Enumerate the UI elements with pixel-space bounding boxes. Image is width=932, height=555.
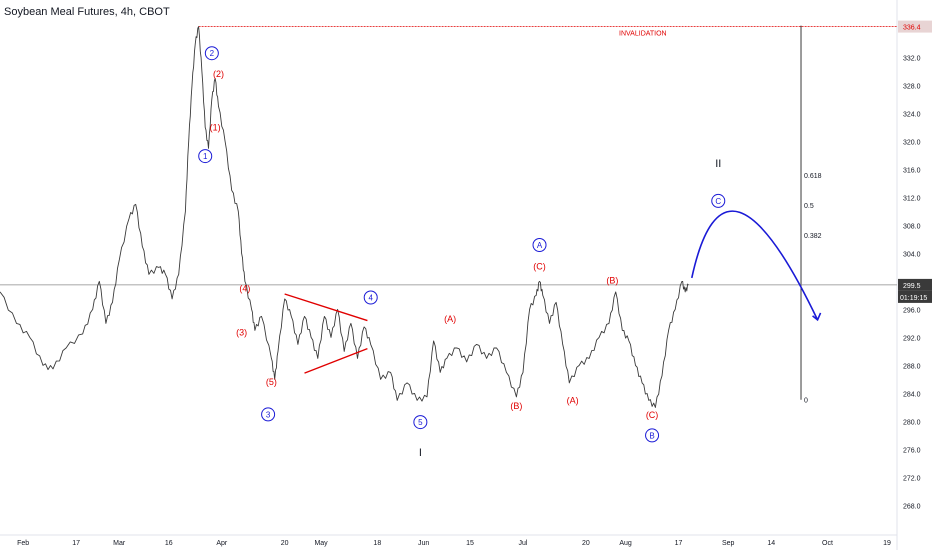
wave-label: C [715,197,721,206]
x-tick-label: 20 [281,540,289,547]
wave-label: (C) [533,262,546,272]
y-tick-label: 324.0 [903,111,921,118]
x-tick-label: Feb [17,540,29,547]
wave-label: (2) [213,69,224,79]
x-tick-label: 18 [373,540,381,547]
invalidation-price-label: 336.4 [903,25,921,32]
wave-label: 2 [210,49,215,58]
y-tick-label: 296.0 [903,307,921,314]
wave-label-circle [711,193,726,208]
countdown-label: 01:19:15 [900,295,927,302]
wave-label: (A) [444,314,456,324]
fib-level-label: 0.5 [804,203,814,210]
last-price-box [898,278,932,291]
y-tick-label: 320.0 [903,139,921,146]
wave-label: (3) [236,328,247,338]
x-tick-label: Apr [216,540,228,547]
wave-label: (A) [567,395,579,405]
wave-label-circle [645,428,660,443]
x-tick-label: 16 [165,540,173,547]
wave-label: (5) [266,377,277,387]
wave-label-circle [363,290,378,305]
y-tick-label: 328.0 [903,83,921,90]
wave-label: 3 [266,410,271,419]
y-tick-label: 284.0 [903,391,921,398]
wave-label: 1 [203,152,208,161]
wave-label-circle [204,46,219,61]
x-tick-label: Mar [113,540,126,547]
wave-label: (1) [210,122,221,132]
x-tick-label: Aug [619,540,632,547]
x-tick-label: Sep [722,540,735,547]
chart-title: Soybean Meal Futures, 4h, CBOT [4,6,170,18]
y-tick-label: 292.0 [903,335,921,342]
wave-label: 5 [418,418,423,427]
y-tick-label: 268.0 [903,503,921,510]
price-series-line [0,26,689,408]
triangle-trendline [304,347,368,374]
fib-level-label: 0.382 [804,233,822,240]
wave-label: II [715,158,721,170]
y-tick-label: 308.0 [903,223,921,230]
y-tick-label: 280.0 [903,419,921,426]
last-price-label: 299.5 [903,283,921,290]
wave-label: B [649,431,654,440]
fib-level-label: 0 [804,398,808,405]
wave-label-circle [261,407,276,422]
projection-arrowhead [812,312,822,322]
countdown-box [898,290,932,303]
wave-label: (C) [646,410,659,420]
wave-label: 4 [368,294,373,303]
y-tick-label: 316.0 [903,167,921,174]
y-tick-label: 272.0 [903,475,921,482]
invalidation-price-box [898,20,932,33]
wave-label: (4) [239,283,250,293]
triangle-trendline [284,293,368,322]
wave-label: (B) [510,401,522,411]
x-tick-label: 17 [72,540,80,547]
y-tick-label: 288.0 [903,363,921,370]
fib-level-label: 0.618 [804,173,822,180]
x-tick-label: Jun [418,540,429,547]
y-tick-label: 276.0 [903,447,921,454]
wave-label: (B) [606,276,618,286]
x-tick-label: 19 [883,540,891,547]
y-tick-label: 332.0 [903,55,921,62]
projection-curve [691,210,819,321]
wave-label-circle [198,149,213,164]
price-axis-background [897,0,932,550]
x-tick-label: 15 [466,540,474,547]
y-tick-label: 304.0 [903,251,921,258]
x-tick-label: 17 [675,540,683,547]
y-tick-label: 312.0 [903,195,921,202]
wave-label-circle [413,415,428,430]
x-tick-label: 20 [582,540,590,547]
wave-label-circle [532,238,547,252]
x-tick-label: May [314,540,328,547]
invalidation-label: INVALIDATION [619,31,667,38]
x-tick-label: 14 [767,540,775,547]
x-tick-label: Oct [822,540,833,547]
wave-label: I [419,447,422,459]
wave-label: A [537,241,543,250]
x-tick-label: Jul [518,540,527,547]
